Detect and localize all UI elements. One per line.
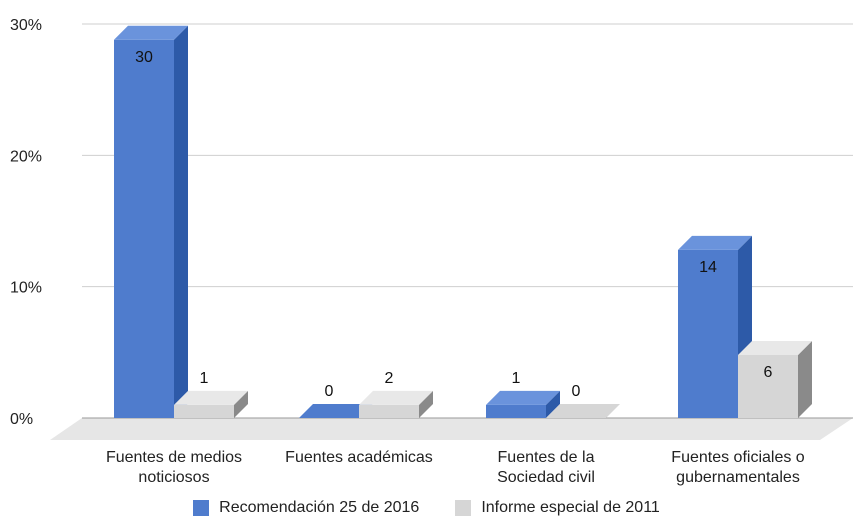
category-label: Fuentes académicas: [285, 449, 433, 466]
bar-side: [234, 390, 248, 418]
category-label: Fuentes oficiales o: [671, 449, 805, 466]
legend-label-series-1: Recomendación 25 de 2016: [219, 499, 420, 516]
bar-top: [546, 404, 620, 418]
category-label: gubernamentales: [676, 469, 800, 486]
bar: [299, 404, 373, 418]
legend-item-series-2: Informe especial de 2011: [455, 499, 660, 517]
data-label: 0: [325, 383, 334, 400]
bar-front: [678, 249, 738, 418]
data-label: 1: [512, 370, 521, 387]
bar: [546, 404, 620, 418]
legend: Recomendación 25 de 2016 Informe especia…: [0, 494, 853, 522]
bar-top: [299, 404, 373, 418]
bar-front: [359, 404, 419, 418]
bar-top: [738, 340, 812, 355]
bar-top: [174, 390, 248, 405]
category-label: Sociedad civil: [497, 469, 595, 486]
y-tick-label: 10%: [10, 280, 42, 297]
bar-top: [486, 390, 560, 405]
bar: [359, 390, 433, 418]
data-label: 6: [764, 364, 773, 381]
legend-swatch-series-1: [193, 500, 210, 516]
bar-top: [678, 235, 752, 250]
legend-label-series-2: Informe especial de 2011: [481, 499, 660, 516]
y-axis-ticks: 0% 10% 20% 30%: [10, 17, 42, 428]
bar: [174, 390, 248, 418]
category-label: noticiosos: [138, 469, 209, 486]
bar-top: [114, 25, 188, 40]
bar-top: [359, 390, 433, 405]
y-tick-label: 20%: [10, 148, 42, 165]
chart-floor: [50, 418, 853, 440]
data-label: 2: [385, 370, 394, 387]
data-label: 1: [200, 370, 209, 387]
bars: [114, 25, 812, 418]
data-label: 0: [572, 383, 581, 400]
data-labels: 30 1 0 2 1 0 14 6: [135, 49, 772, 400]
data-label: 14: [699, 259, 717, 276]
legend-swatch-series-2: [455, 500, 472, 516]
category-label: Fuentes de medios: [106, 449, 242, 466]
category-label: Fuentes de la: [498, 449, 595, 466]
bar: [738, 340, 812, 418]
bar-chart: 0% 10% 20% 30% 30 1 0 2 1 0 14 6 Fuentes de medios…: [10, 17, 853, 486]
bar-front: [114, 39, 174, 418]
legend-item-series-1: Recomendación 25 de 2016: [193, 499, 419, 517]
bar: [114, 25, 188, 418]
bar-front: [174, 404, 234, 418]
bar: [486, 390, 560, 418]
bar-front: [738, 354, 798, 418]
bar-side: [546, 390, 560, 418]
bar-side: [419, 390, 433, 418]
category-labels: Fuentes de medios noticiosos Fuentes acadé…: [106, 449, 805, 486]
bar-side: [174, 25, 188, 418]
data-label: 30: [135, 49, 153, 66]
bar-front: [486, 404, 546, 418]
bar-side: [798, 340, 812, 418]
y-tick-label: 0%: [10, 411, 33, 428]
y-tick-label: 30%: [10, 17, 42, 34]
